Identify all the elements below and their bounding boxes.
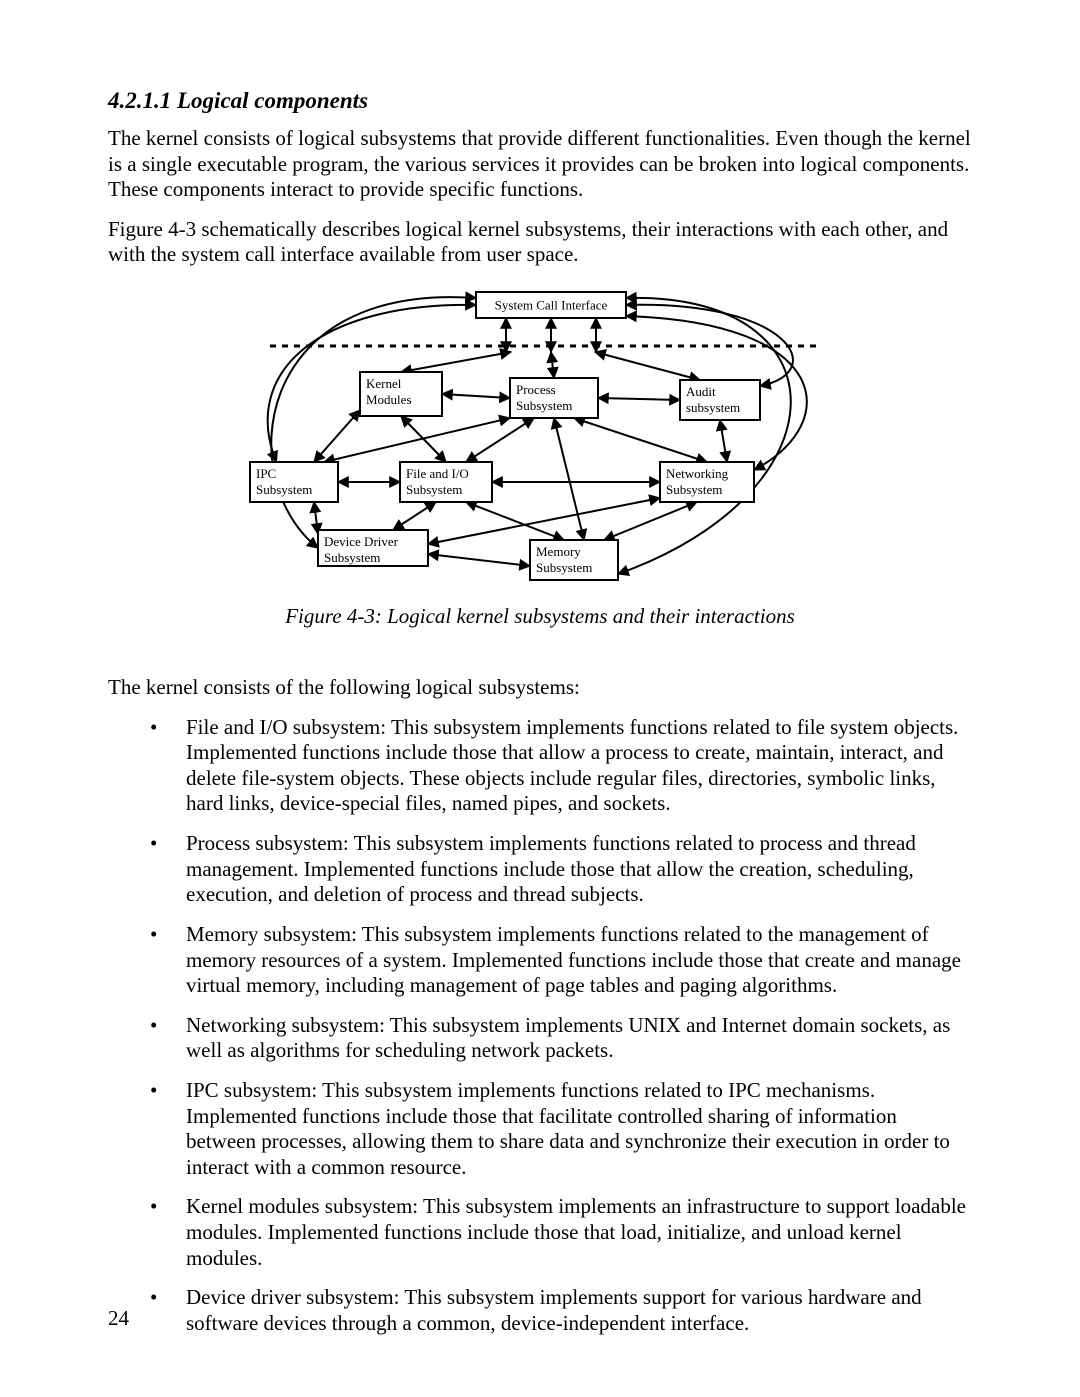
svg-text:Device Driver: Device Driver: [324, 534, 399, 549]
svg-text:Subsystem: Subsystem: [516, 398, 572, 413]
svg-text:IPC: IPC: [256, 466, 276, 481]
svg-text:Modules: Modules: [366, 392, 412, 407]
page-number: 24: [108, 1306, 129, 1331]
svg-text:Subsystem: Subsystem: [256, 482, 312, 497]
list-item: IPC subsystem: This subsystem implements…: [150, 1078, 972, 1180]
svg-text:Memory: Memory: [536, 544, 581, 559]
page: 4.2.1.1 Logical components The kernel co…: [0, 0, 1080, 1397]
list-item: Kernel modules subsystem: This subsystem…: [150, 1194, 972, 1271]
svg-text:Subsystem: Subsystem: [536, 560, 592, 575]
svg-text:subsystem: subsystem: [686, 400, 740, 415]
list-item: File and I/O subsystem: This subsystem i…: [150, 715, 972, 817]
svg-text:File and I/O: File and I/O: [406, 466, 469, 481]
figure-caption: Figure 4-3: Logical kernel subsystems an…: [108, 604, 972, 629]
svg-text:Subsystem: Subsystem: [324, 550, 380, 565]
svg-text:Kernel: Kernel: [366, 376, 402, 391]
kernel-subsystems-diagram: System Call Interface KernelModules Proces…: [230, 282, 850, 592]
subsystem-bullet-list: File and I/O subsystem: This subsystem i…: [108, 715, 972, 1337]
figure-4-3: System Call Interface KernelModules Proces…: [230, 282, 850, 592]
list-item: Memory subsystem: This subsystem impleme…: [150, 922, 972, 999]
heading-4-2-1-1: 4.2.1.1 Logical components: [108, 88, 972, 114]
paragraph-3: The kernel consists of the following log…: [108, 675, 972, 701]
svg-text:Process: Process: [516, 382, 556, 397]
svg-text:Audit: Audit: [686, 384, 716, 399]
list-item: Device driver subsystem: This subsystem …: [150, 1285, 972, 1336]
svg-text:Subsystem: Subsystem: [406, 482, 462, 497]
list-item: Process subsystem: This subsystem implem…: [150, 831, 972, 908]
svg-text:System Call Interface: System Call Interface: [495, 298, 608, 313]
list-item: Networking subsystem: This subsystem imp…: [150, 1013, 972, 1064]
svg-text:Networking: Networking: [666, 466, 729, 481]
paragraph-1: The kernel consists of logical subsystem…: [108, 126, 972, 203]
svg-text:Subsystem: Subsystem: [666, 482, 722, 497]
paragraph-2: Figure 4-3 schematically describes logic…: [108, 217, 972, 268]
